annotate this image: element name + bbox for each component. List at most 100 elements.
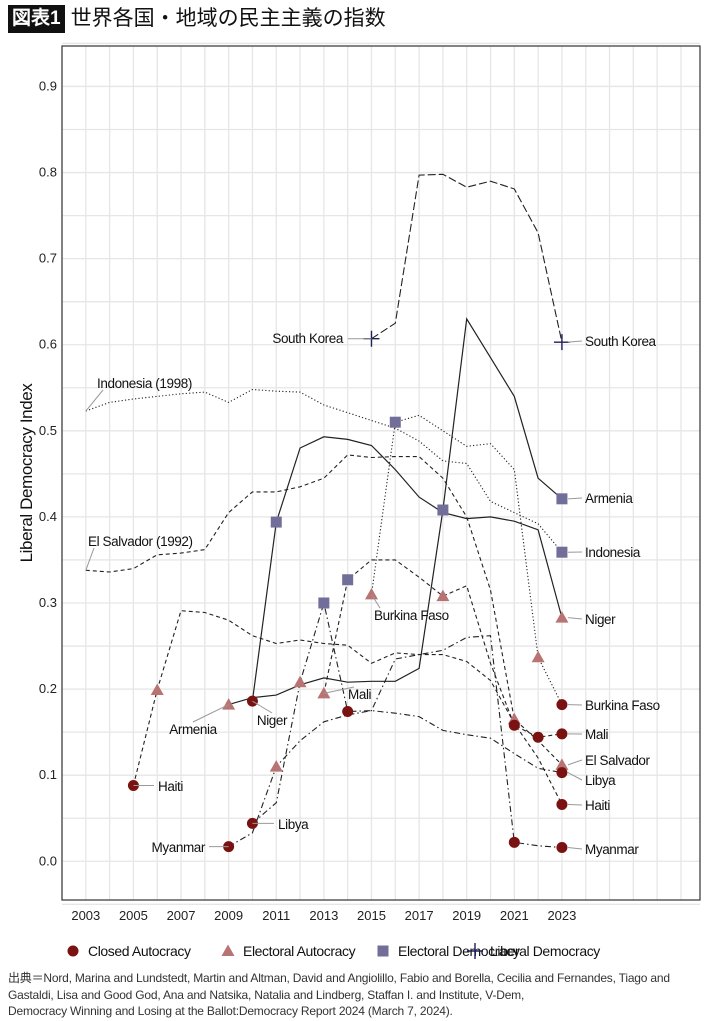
y-tick-label: 0.3 (39, 595, 57, 610)
label-leader (85, 389, 104, 412)
electoral-autocracy-marker (317, 686, 331, 699)
x-tick-label: 2003 (71, 908, 100, 923)
label-leader (567, 497, 583, 500)
start-label: Libya (278, 817, 309, 832)
electoral-democracy-marker (437, 504, 449, 516)
x-tick-label: 2007 (167, 908, 196, 923)
series-line-niger (251, 436, 563, 702)
series-line-libya (252, 600, 562, 824)
label-leader (85, 547, 95, 571)
y-tick-label: 0.4 (39, 509, 57, 524)
liberal-democracy-marker (553, 334, 570, 351)
x-tick-label: 2015 (357, 908, 386, 923)
y-tick-label: 0.0 (39, 853, 57, 868)
closed-autocracy-marker (556, 841, 568, 853)
source-line: Democracy Winning and Losing at the Ball… (8, 1004, 453, 1018)
electoral-democracy-marker (389, 416, 401, 428)
closed-autocracy-marker (556, 728, 568, 740)
electoral-autocracy-marker (436, 589, 450, 602)
legend-item: Electoral Democracy (377, 943, 520, 959)
end-label: Mali (585, 727, 609, 742)
series-line-el-salvador (85, 454, 563, 766)
label-leader (567, 846, 583, 850)
series-line-myanmar (228, 635, 562, 849)
triangle-legend-icon (221, 944, 235, 956)
start-label: Indonesia (1998) (97, 376, 192, 391)
end-label: Indonesia (585, 545, 641, 560)
y-tick-label: 0.9 (39, 78, 57, 93)
closed-autocracy-marker (508, 836, 520, 848)
label-leader (567, 772, 583, 781)
legend-label: Electoral Autocracy (243, 943, 356, 959)
series-line-armenia (228, 317, 563, 706)
start-label: Haiti (158, 779, 183, 794)
source-line: Gastaldi, Lisa and Good God, Ana and Nat… (8, 987, 525, 1002)
closed-autocracy-marker (342, 705, 354, 717)
x-tick-label: 2017 (405, 908, 434, 923)
electoral-autocracy-marker (150, 683, 164, 695)
y-tick-label: 0.8 (39, 165, 57, 180)
figure-badge: 図表1 (8, 5, 65, 33)
figure-header: 図表1 世界各国・地域の民主主義の指数 (8, 5, 386, 33)
end-label: El Salvador (585, 753, 651, 768)
electoral-democracy-marker (342, 574, 354, 586)
series-line-burkina-faso (370, 414, 563, 705)
y-tick-label: 0.6 (39, 337, 57, 352)
closed-autocracy-marker (556, 767, 568, 779)
start-label: Myanmar (152, 840, 206, 855)
end-label: Libya (585, 773, 616, 788)
y-axis-label: Liberal Democracy Index (17, 383, 36, 563)
legend-item: Electoral Autocracy (221, 943, 356, 959)
end-label: Armenia (585, 491, 633, 506)
electoral-autocracy-marker (364, 587, 378, 600)
label-leader (252, 700, 273, 714)
legend-label: Electoral Democracy (398, 943, 520, 959)
x-tick-label: 2021 (500, 908, 529, 923)
closed-autocracy-marker (556, 699, 568, 711)
electoral-autocracy-marker (555, 611, 569, 623)
y-tick-label: 0.7 (39, 251, 57, 266)
series-line-mali (323, 559, 562, 738)
label-leader (323, 686, 355, 694)
x-tick-label: 2019 (452, 908, 481, 923)
electoral-democracy-marker (270, 516, 282, 528)
series-line-haiti (132, 610, 563, 805)
start-label: El Salvador (1992) (88, 534, 193, 549)
circle-legend-icon (67, 945, 79, 957)
label-leader (192, 704, 229, 723)
label-leader (371, 594, 381, 609)
y-tick-label: 0.2 (39, 681, 57, 696)
source-note: 出典＝Nord, Marina and Lundstedt, Martin an… (8, 970, 708, 1020)
start-label: Mali (348, 687, 372, 702)
y-tick-label: 0.1 (39, 767, 57, 782)
start-label: Armenia (169, 722, 217, 737)
start-label: Burkina Faso (374, 608, 449, 623)
plot-frame (61, 45, 701, 901)
end-label: Burkina Faso (585, 698, 660, 713)
electoral-autocracy-marker (531, 650, 545, 663)
figure-title: 世界各国・地域の民主主義の指数 (70, 7, 386, 30)
legend-label: Closed Autocracy (88, 943, 191, 959)
x-tick-label: 2013 (309, 908, 338, 923)
start-label: Niger (257, 713, 288, 728)
end-label: Haiti (585, 798, 610, 813)
label-leader (567, 617, 583, 620)
closed-autocracy-marker (532, 731, 544, 743)
start-label: South Korea (272, 331, 344, 346)
series-line-indonesia (85, 388, 563, 553)
legend-label: Liberal Democracy (490, 943, 600, 959)
y-tick-label: 0.5 (39, 423, 57, 438)
end-label: South Korea (585, 334, 657, 349)
electoral-autocracy-marker (555, 758, 569, 770)
grid (61, 42, 700, 905)
series-line-south-korea (371, 173, 563, 343)
source-line: 出典＝Nord, Marina and Lundstedt, Martin an… (8, 971, 670, 985)
electoral-democracy-marker (556, 546, 568, 558)
plus-legend-icon (467, 943, 483, 959)
electoral-autocracy-marker (293, 675, 307, 688)
electoral-autocracy-marker (269, 760, 283, 772)
x-tick-label: 2009 (214, 908, 243, 923)
square-legend-icon (377, 945, 389, 957)
